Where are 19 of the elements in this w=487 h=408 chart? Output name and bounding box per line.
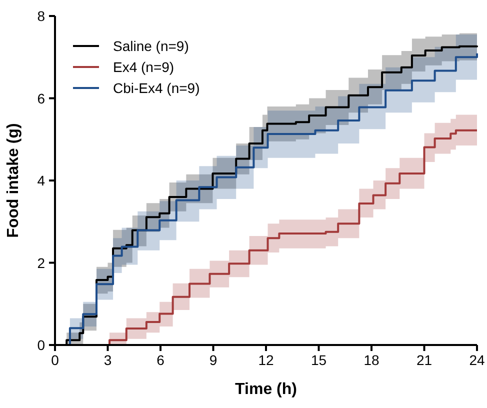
x-tick-label: 21 <box>416 352 432 368</box>
x-tick-label: 15 <box>310 352 327 368</box>
y-tick-label: 4 <box>37 172 46 188</box>
x-tick-label: 12 <box>258 352 274 368</box>
legend-label: Saline (n=9) <box>113 38 189 54</box>
y-tick-label: 6 <box>37 90 46 106</box>
x-axis-title: Time (h) <box>235 381 297 398</box>
y-tick-label: 2 <box>37 254 46 271</box>
x-tick-label: 18 <box>364 352 380 368</box>
legend-label: Cbi-Ex4 (n=9) <box>113 80 200 96</box>
x-tick-label: 6 <box>156 352 165 368</box>
y-tick-label: 8 <box>37 8 46 24</box>
x-tick-label: 3 <box>104 352 112 368</box>
y-tick-label: 0 <box>37 337 46 353</box>
legend-label: Ex4 (n=9) <box>113 59 174 75</box>
y-axis-title: Food intake (g) <box>5 123 22 238</box>
x-tick-label: 24 <box>469 352 485 368</box>
x-tick-label: 0 <box>51 352 60 368</box>
x-tick-label: 9 <box>209 352 218 368</box>
